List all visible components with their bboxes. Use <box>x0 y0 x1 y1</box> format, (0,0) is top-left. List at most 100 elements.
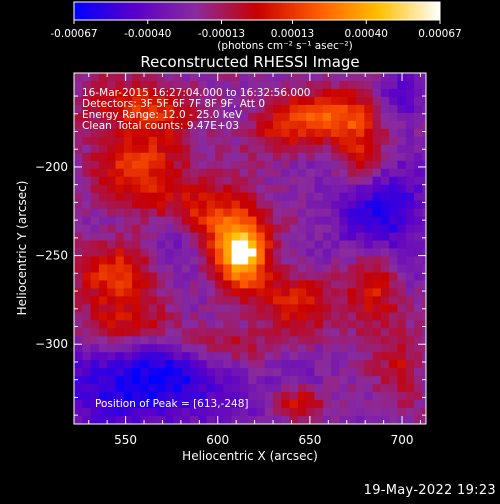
heatmap-cell <box>123 400 133 409</box>
heatmap-cell <box>364 368 374 377</box>
heatmap-cell <box>397 312 407 321</box>
heatmap-cell <box>190 280 199 289</box>
heatmap-cell <box>289 384 299 393</box>
heatmap-cell <box>289 336 299 345</box>
heatmap-cell <box>248 240 258 250</box>
heatmap-cell <box>198 240 208 250</box>
heatmap-cell <box>132 136 141 146</box>
heatmap-cell <box>339 368 349 377</box>
heatmap-cell <box>231 96 241 106</box>
heatmap-cell <box>339 392 349 401</box>
heatmap-cell <box>422 416 426 424</box>
heatmap-cell <box>123 264 133 274</box>
heatmap-cell <box>198 208 208 218</box>
heatmap-cell <box>273 104 282 114</box>
heatmap-cell <box>148 320 158 329</box>
heatmap-cell <box>380 208 390 218</box>
heatmap-cell <box>107 296 117 305</box>
heatmap-cell <box>82 320 92 329</box>
heatmap-cell <box>273 120 282 130</box>
heatmap-cell <box>331 368 340 377</box>
heatmap-cell <box>297 416 307 424</box>
heatmap-cell <box>214 296 224 305</box>
heatmap-cell <box>281 368 291 377</box>
heatmap-cell <box>314 376 324 385</box>
heatmap-cell <box>165 152 175 162</box>
heatmap-cell <box>256 176 266 186</box>
heatmap-cell <box>115 224 125 234</box>
heatmap-cell <box>364 216 374 226</box>
heatmap-cell <box>339 128 349 138</box>
heatmap-cell <box>389 416 399 424</box>
heatmap-cell <box>132 312 141 321</box>
heatmap-cell <box>281 320 291 329</box>
heatmap-cell <box>372 128 382 138</box>
heatmap-cell <box>347 280 357 289</box>
heatmap-cell <box>405 73 415 82</box>
heatmap-cell <box>223 408 233 417</box>
heatmap-cell <box>289 288 299 297</box>
heatmap-cell <box>297 176 307 186</box>
heatmap-cell <box>156 400 166 409</box>
heatmap-cell <box>281 416 291 424</box>
heatmap-cell <box>181 208 191 218</box>
heatmap-cell <box>339 73 349 82</box>
heatmap-cell <box>123 216 133 226</box>
heatmap-cell <box>132 192 141 202</box>
heatmap-cell <box>297 328 307 337</box>
heatmap-cell <box>140 224 150 234</box>
heatmap-cell <box>132 144 141 154</box>
heatmap-cell <box>372 200 382 210</box>
heatmap-cell <box>355 312 365 321</box>
heatmap-cell <box>297 248 307 258</box>
heatmap-cell <box>355 368 365 377</box>
heatmap-cell <box>214 104 224 114</box>
heatmap-cell <box>414 392 423 401</box>
heatmap-cell <box>140 192 150 202</box>
heatmap-cell <box>206 416 216 424</box>
heatmap-cell <box>372 152 382 162</box>
heatmap-cell <box>380 136 390 146</box>
heatmap-cell <box>140 73 150 82</box>
heatmap-cell <box>414 408 423 417</box>
heatmap-cell <box>355 400 365 409</box>
heatmap-cell <box>115 136 125 146</box>
heatmap-cell <box>248 280 258 289</box>
colorbar-ticks: -0.00067 -0.00040 -0.00013 0.00013 0.00040 0.… <box>50 20 462 40</box>
heatmap-cell <box>82 376 92 385</box>
heatmap-cell <box>107 320 117 329</box>
heatmap-cell <box>140 280 150 289</box>
heatmap-cell <box>132 264 141 274</box>
heatmap-cell <box>156 312 166 321</box>
heatmap-cell <box>389 312 399 321</box>
heatmap-cell <box>98 336 108 345</box>
heatmap-cell <box>331 192 340 202</box>
heatmap-cell <box>281 376 291 385</box>
heatmap-cell <box>173 232 183 242</box>
heatmap-cell <box>190 152 199 162</box>
heatmap-cell <box>239 136 249 146</box>
heatmap-cell <box>248 120 258 130</box>
heatmap-cell <box>364 136 374 146</box>
heatmap-cell <box>405 384 415 393</box>
heatmap-cell <box>223 376 233 385</box>
annotation-method: Clean <box>82 120 112 132</box>
heatmap-cell <box>82 368 92 377</box>
heatmap-cell <box>273 184 282 194</box>
heatmap-cell <box>339 144 349 154</box>
heatmap-cell <box>389 208 399 218</box>
heatmap-cell <box>273 168 282 178</box>
heatmap-cell <box>264 168 274 178</box>
heatmap-cell <box>347 112 357 122</box>
heatmap-cell <box>82 336 92 345</box>
heatmap-cell <box>165 128 175 138</box>
heatmap-cell <box>372 112 382 122</box>
heatmap-cell <box>372 168 382 178</box>
heatmap-cell <box>107 368 117 377</box>
heatmap-cell <box>422 176 426 186</box>
heatmap-cell <box>273 376 282 385</box>
heatmap-cell <box>190 128 199 138</box>
heatmap-cell <box>264 224 274 234</box>
heatmap-cell <box>214 96 224 106</box>
heatmap-cell <box>74 232 83 242</box>
